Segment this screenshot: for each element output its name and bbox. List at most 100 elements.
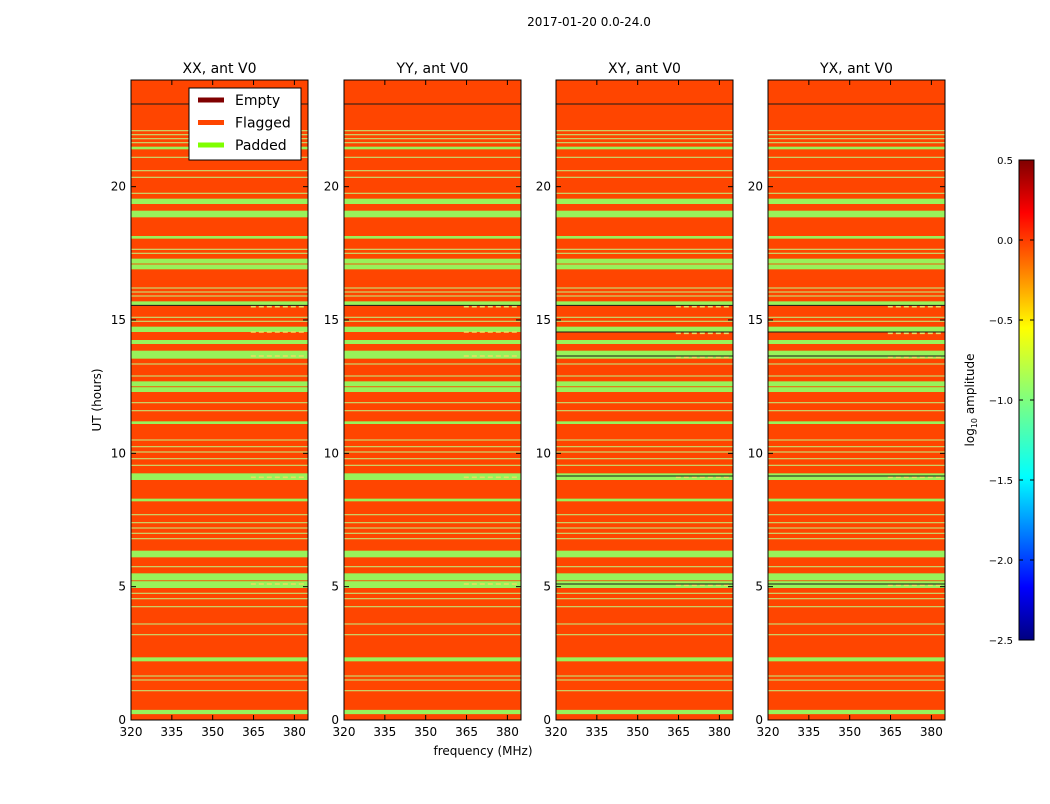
padded-band bbox=[556, 198, 733, 204]
panel-frame bbox=[555, 79, 734, 721]
padded-band bbox=[131, 340, 308, 344]
padded-band bbox=[556, 421, 733, 424]
padded-thin-line bbox=[131, 402, 308, 404]
padded-thin-line bbox=[344, 679, 521, 681]
padded-thin-line bbox=[768, 192, 945, 194]
padded-thin-line bbox=[768, 679, 945, 681]
band-stripe bbox=[556, 386, 733, 388]
padded-band bbox=[131, 473, 308, 480]
padded-thin-line bbox=[131, 410, 308, 412]
padded-band bbox=[556, 498, 733, 502]
padded-band bbox=[556, 340, 733, 344]
padded-thin-line bbox=[556, 527, 733, 529]
padded-band bbox=[131, 236, 308, 239]
padded-thin-line bbox=[556, 287, 733, 289]
padded-thin-line bbox=[131, 316, 308, 318]
padded-thin-line bbox=[768, 130, 945, 132]
x-tick-label: 335 bbox=[585, 725, 608, 739]
padded-thin-line bbox=[131, 320, 308, 322]
padded-thin-line bbox=[344, 320, 521, 322]
padded-thin-line bbox=[768, 316, 945, 318]
padded-band bbox=[344, 498, 521, 502]
padded-thin-line bbox=[131, 446, 308, 448]
chart-title: 2017-01-20 0.0-24.0 bbox=[527, 15, 651, 29]
padded-thin-line bbox=[556, 410, 733, 412]
padded-thin-line bbox=[768, 527, 945, 529]
padded-thin-line bbox=[556, 248, 733, 250]
padded-thin-line bbox=[556, 606, 733, 608]
padded-thin-line bbox=[131, 598, 308, 600]
padded-thin-line bbox=[556, 690, 733, 692]
padded-thin-line bbox=[344, 170, 521, 172]
y-tick-label: 10 bbox=[324, 446, 339, 460]
padded-band bbox=[131, 198, 308, 204]
x-tick-label: 350 bbox=[838, 725, 861, 739]
padded-band bbox=[344, 326, 521, 332]
padded-band bbox=[344, 236, 521, 239]
colorbar-tick-label: 0.0 bbox=[997, 236, 1013, 247]
flagged-background bbox=[131, 80, 308, 720]
x-tick-label: 320 bbox=[333, 725, 356, 739]
padded-thin-line bbox=[344, 130, 521, 132]
padded-thin-line bbox=[344, 363, 521, 365]
padded-thin-line bbox=[768, 675, 945, 677]
band-stripe bbox=[768, 580, 945, 582]
padded-band bbox=[556, 210, 733, 218]
padded-band bbox=[131, 326, 308, 332]
padded-thin-line bbox=[768, 538, 945, 540]
padded-band bbox=[768, 210, 945, 218]
padded-thin-line bbox=[556, 176, 733, 178]
padded-thin-line bbox=[344, 138, 521, 140]
padded-band bbox=[768, 421, 945, 424]
x-tick-label: 320 bbox=[757, 725, 780, 739]
colorbar-tick-label: −2.0 bbox=[989, 556, 1013, 567]
colorbar-tick-label: 0.5 bbox=[997, 156, 1013, 167]
padded-thin-line bbox=[344, 410, 521, 412]
padded-thin-line bbox=[768, 532, 945, 534]
panel-title: YY, ant V0 bbox=[396, 61, 469, 77]
padded-thin-line bbox=[131, 248, 308, 250]
padded-thin-line bbox=[344, 527, 521, 529]
padded-band bbox=[768, 146, 945, 150]
padded-thin-line bbox=[344, 623, 521, 625]
x-tick-label: 365 bbox=[455, 725, 478, 739]
colorbar-tick-label: −0.5 bbox=[989, 316, 1013, 327]
padded-thin-line bbox=[768, 176, 945, 178]
padded-thin-line bbox=[131, 176, 308, 178]
padded-thin-line bbox=[768, 446, 945, 448]
padded-thin-line bbox=[344, 598, 521, 600]
padded-band bbox=[131, 709, 308, 715]
padded-thin-line bbox=[768, 252, 945, 254]
padded-band bbox=[344, 350, 521, 359]
band-stripe bbox=[344, 580, 521, 582]
band-stripe bbox=[131, 386, 308, 388]
padded-band bbox=[344, 210, 521, 218]
padded-thin-line bbox=[344, 375, 521, 377]
panel-title: XX, ant V0 bbox=[183, 61, 257, 77]
padded-thin-line bbox=[768, 134, 945, 136]
padded-band bbox=[131, 301, 308, 306]
y-tick-label: 0 bbox=[543, 713, 551, 727]
flagged-background bbox=[768, 80, 945, 720]
colorbar-label-prefix: log bbox=[963, 428, 977, 446]
padded-thin-line bbox=[556, 156, 733, 158]
padded-band bbox=[768, 657, 945, 662]
padded-band bbox=[768, 550, 945, 558]
padded-thin-line bbox=[556, 623, 733, 625]
legend-label: Padded bbox=[235, 138, 287, 154]
padded-band bbox=[556, 146, 733, 150]
y-tick-label: 5 bbox=[543, 580, 551, 594]
padded-band bbox=[768, 326, 945, 332]
padded-band bbox=[556, 709, 733, 715]
padded-thin-line bbox=[131, 592, 308, 594]
band-stripe bbox=[344, 263, 521, 265]
colorbar-tick-label: −1.5 bbox=[989, 476, 1013, 487]
flagged-background bbox=[556, 80, 733, 720]
panel-title: XY, ant V0 bbox=[608, 61, 681, 77]
padded-thin-line bbox=[344, 675, 521, 677]
padded-band bbox=[768, 498, 945, 502]
padded-thin-line bbox=[131, 522, 308, 524]
x-tick-label: 380 bbox=[496, 725, 519, 739]
